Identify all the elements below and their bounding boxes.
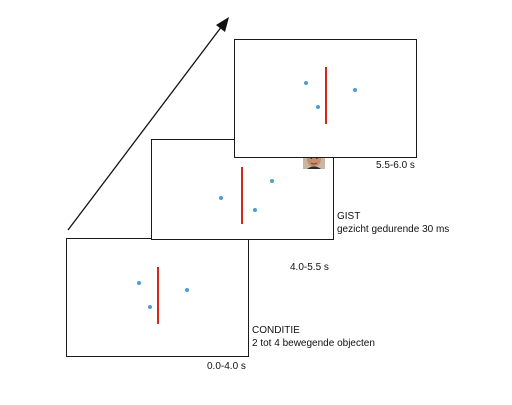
caption-gist-title: GIST bbox=[337, 211, 361, 222]
object-dot bbox=[270, 179, 274, 183]
object-dot bbox=[185, 288, 189, 292]
caption-conditie: CONDITIE 2 tot 4 bewegende objecten bbox=[252, 324, 375, 350]
panel-conditie bbox=[66, 238, 249, 357]
caption-conditie-description: 2 tot 4 bewegende objecten bbox=[252, 338, 375, 349]
object-dot bbox=[137, 281, 141, 285]
caption-gist-description: gezicht gedurende 30 ms bbox=[337, 224, 450, 235]
fixation-bar bbox=[157, 267, 159, 324]
caption-conditie-title: CONDITIE bbox=[252, 325, 300, 336]
object-dot bbox=[148, 305, 152, 309]
object-dot bbox=[304, 81, 308, 85]
fixation-bar bbox=[241, 167, 243, 224]
time-label-gist: 4.0-5.5 s bbox=[290, 262, 329, 273]
time-label-conditie: 0.0-4.0 s bbox=[207, 361, 246, 372]
fixation-bar bbox=[325, 67, 327, 124]
panel-final bbox=[234, 39, 417, 158]
caption-gist: GIST gezicht gedurende 30 ms bbox=[337, 210, 449, 236]
object-dot bbox=[219, 196, 223, 200]
object-dot bbox=[353, 88, 357, 92]
time-label-final: 5.5-6.0 s bbox=[376, 160, 415, 171]
object-dot bbox=[253, 208, 257, 212]
object-dot bbox=[316, 105, 320, 109]
